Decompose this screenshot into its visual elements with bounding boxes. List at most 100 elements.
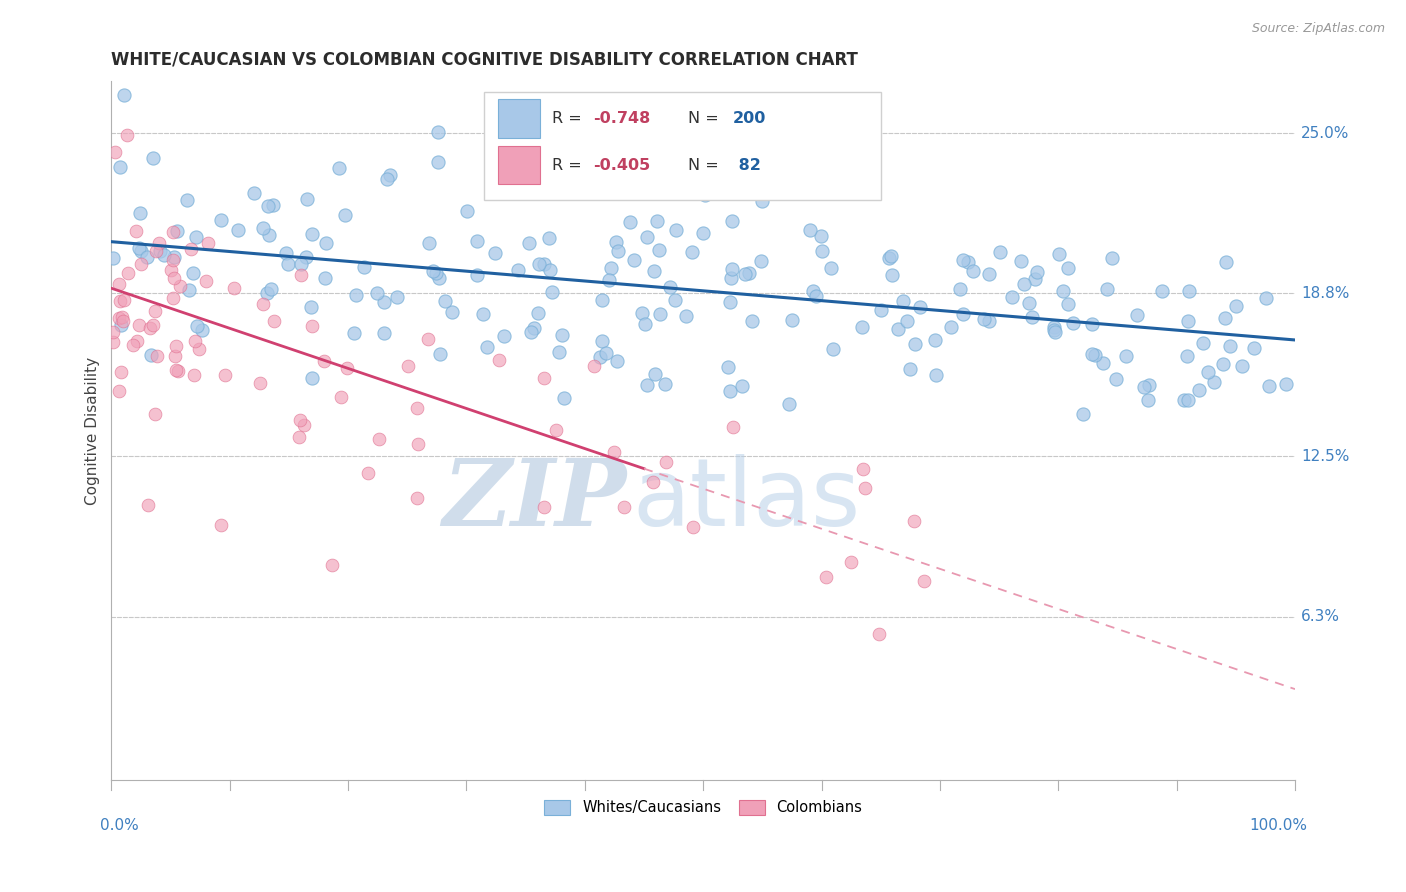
Point bbox=[636, 229, 658, 244]
Point bbox=[315, 235, 337, 250]
Point bbox=[648, 243, 671, 257]
Point bbox=[1056, 297, 1078, 311]
Point bbox=[1202, 375, 1225, 389]
Point bbox=[665, 223, 688, 237]
Point bbox=[595, 345, 617, 359]
Point bbox=[630, 306, 652, 320]
Point bbox=[277, 257, 299, 271]
Point bbox=[257, 199, 280, 213]
Point bbox=[441, 305, 464, 319]
Point bbox=[613, 500, 636, 514]
Point bbox=[879, 251, 901, 265]
Text: -0.405: -0.405 bbox=[593, 158, 651, 173]
Point bbox=[1219, 339, 1241, 353]
Point bbox=[659, 280, 682, 294]
Point bbox=[422, 264, 444, 278]
Point bbox=[598, 273, 620, 287]
Point bbox=[1197, 365, 1219, 379]
Point bbox=[1081, 317, 1104, 331]
Point bbox=[533, 256, 555, 270]
FancyBboxPatch shape bbox=[499, 146, 540, 185]
Point bbox=[851, 320, 873, 334]
Point bbox=[252, 221, 274, 235]
Point bbox=[125, 224, 148, 238]
Point bbox=[641, 475, 664, 489]
Point bbox=[583, 359, 606, 374]
Point bbox=[288, 430, 311, 444]
Point bbox=[484, 246, 506, 260]
Point bbox=[312, 354, 335, 368]
Point bbox=[605, 235, 627, 249]
Point bbox=[623, 252, 645, 267]
Text: 200: 200 bbox=[733, 111, 766, 126]
Point bbox=[1010, 254, 1032, 268]
Point bbox=[734, 267, 756, 281]
Point bbox=[880, 268, 903, 283]
Point bbox=[143, 304, 166, 318]
Point bbox=[131, 257, 153, 271]
Point bbox=[366, 286, 388, 301]
Point bbox=[301, 227, 323, 241]
Point bbox=[952, 307, 974, 321]
Point bbox=[163, 270, 186, 285]
Point bbox=[1232, 359, 1254, 374]
Point bbox=[101, 251, 124, 265]
Point bbox=[263, 313, 285, 327]
Point bbox=[1192, 335, 1215, 350]
Point bbox=[492, 329, 515, 343]
Point bbox=[806, 289, 828, 303]
Point bbox=[925, 368, 948, 382]
Point bbox=[378, 168, 401, 182]
Point bbox=[634, 317, 657, 331]
Point bbox=[643, 264, 665, 278]
Point bbox=[256, 285, 278, 300]
Point bbox=[1213, 311, 1236, 326]
Point bbox=[682, 519, 704, 533]
Point bbox=[880, 249, 903, 263]
Point bbox=[179, 283, 201, 297]
Point bbox=[654, 376, 676, 391]
Point bbox=[297, 192, 319, 206]
Point bbox=[924, 333, 946, 347]
Point bbox=[288, 413, 311, 427]
Point bbox=[538, 263, 561, 277]
Text: 12.5%: 12.5% bbox=[1301, 449, 1350, 464]
Text: 0.0%: 0.0% bbox=[100, 818, 138, 833]
Point bbox=[533, 500, 555, 514]
Point bbox=[456, 203, 478, 218]
Point bbox=[110, 310, 132, 325]
Text: WHITE/CAUCASIAN VS COLOMBIAN COGNITIVE DISABILITY CORRELATION CHART: WHITE/CAUCASIAN VS COLOMBIAN COGNITIVE D… bbox=[111, 51, 858, 69]
Point bbox=[373, 326, 395, 340]
Point bbox=[427, 270, 450, 285]
Point bbox=[176, 193, 198, 207]
Point bbox=[695, 181, 717, 195]
Point bbox=[600, 260, 623, 275]
Point bbox=[141, 348, 163, 362]
Point bbox=[718, 295, 741, 310]
Point bbox=[801, 284, 824, 298]
Text: 6.3%: 6.3% bbox=[1301, 609, 1340, 624]
Text: ZIP: ZIP bbox=[441, 455, 626, 545]
Point bbox=[353, 260, 375, 275]
Point bbox=[1177, 393, 1199, 408]
Point bbox=[1083, 348, 1105, 362]
Point bbox=[408, 437, 430, 451]
Point bbox=[243, 186, 266, 200]
Point bbox=[274, 246, 297, 260]
Point bbox=[654, 455, 676, 469]
Point bbox=[973, 312, 995, 326]
Point bbox=[128, 241, 150, 255]
Text: 18.8%: 18.8% bbox=[1301, 286, 1350, 301]
Point bbox=[145, 349, 167, 363]
Point bbox=[811, 244, 834, 258]
Point bbox=[751, 194, 773, 208]
Point bbox=[896, 314, 918, 328]
Point bbox=[517, 236, 540, 251]
Point bbox=[820, 261, 842, 276]
Point bbox=[589, 350, 612, 364]
Point bbox=[962, 264, 984, 278]
Point bbox=[527, 306, 550, 320]
Point bbox=[148, 235, 170, 250]
Point bbox=[111, 314, 134, 328]
Point bbox=[262, 198, 284, 212]
